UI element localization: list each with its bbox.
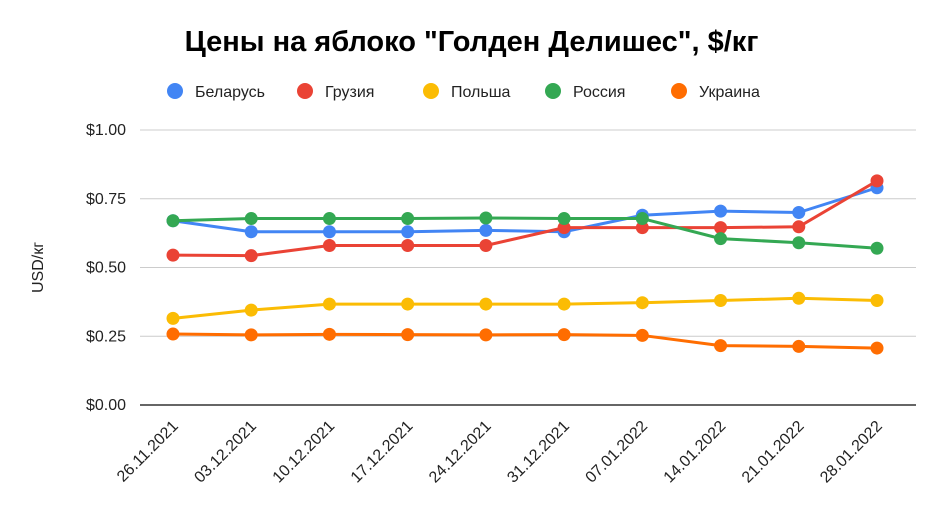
data-point [322, 212, 336, 226]
data-point [557, 297, 571, 311]
data-point [166, 248, 180, 262]
data-point [792, 206, 806, 219]
y-axis-label-group: USD/кг [30, 242, 47, 293]
x-tick-label: 21.01.2022 [739, 418, 808, 487]
series-line [172, 179, 878, 258]
legend-label: Грузия [325, 84, 374, 101]
series [166, 211, 884, 255]
legend-marker [671, 83, 687, 99]
data-point [479, 211, 493, 225]
x-tick-label: 17.12.2021 [348, 418, 417, 487]
data-point [166, 311, 180, 325]
data-point [792, 220, 806, 234]
data-point [401, 212, 415, 226]
data-point [557, 212, 571, 226]
data-point [244, 328, 258, 342]
y-axis-ticks: $0.00 $0.25 $0.50 $0.75 $1.00 [86, 122, 126, 414]
x-tick-label: 07.01.2022 [583, 418, 652, 487]
data-point [401, 239, 415, 252]
data-point [166, 327, 180, 341]
legend-marker [167, 83, 183, 99]
legend-marker [423, 83, 439, 99]
data-point [244, 303, 258, 317]
data-point [244, 249, 258, 263]
x-tick-label: 03.12.2021 [191, 418, 260, 487]
data-point [322, 327, 336, 341]
y-tick-label: $1.00 [86, 122, 126, 139]
legend-marker [545, 83, 561, 99]
x-tick-label: 14.01.2022 [661, 418, 730, 487]
data-point [479, 328, 493, 342]
data-point [714, 339, 728, 353]
series [166, 181, 884, 239]
data-point [401, 297, 415, 311]
data-point [714, 232, 728, 246]
series [166, 327, 884, 355]
data-point [635, 328, 649, 342]
legend-label: Украина [699, 84, 760, 101]
data-point [322, 225, 336, 239]
series-group [166, 174, 884, 355]
data-point [401, 328, 415, 342]
legend-label: Польша [451, 84, 511, 101]
series [166, 174, 884, 263]
data-point [166, 214, 180, 228]
series-line [172, 332, 878, 350]
legend: Беларусь Грузия Польша Россия Украина [167, 83, 760, 101]
series [166, 291, 884, 325]
data-point [714, 294, 728, 307]
data-point [792, 291, 806, 305]
data-point [870, 241, 884, 255]
data-point [870, 341, 884, 355]
y-tick-label: $0.50 [86, 260, 126, 277]
y-tick-label: $0.25 [86, 328, 126, 345]
data-point [479, 223, 493, 237]
data-point [244, 225, 258, 239]
x-tick-label: 10.12.2021 [270, 418, 339, 487]
data-point [322, 239, 336, 252]
data-point [244, 212, 258, 226]
data-point [792, 339, 806, 353]
chart-title: Цены на яблоко "Голден Делишес", $/кг [184, 26, 759, 58]
data-point [635, 221, 649, 235]
legend-label: Беларусь [195, 84, 265, 101]
y-tick-label: $0.00 [86, 397, 126, 414]
series-line [172, 296, 878, 320]
x-tick-label: 26.11.2021 [114, 418, 182, 486]
data-point [557, 221, 571, 235]
data-point [870, 174, 884, 188]
y-axis-label: USD/кг [30, 242, 47, 293]
data-point [792, 236, 806, 250]
legend-label: Россия [573, 84, 625, 101]
series-line [172, 216, 878, 250]
data-point [714, 221, 728, 235]
data-point [714, 204, 728, 218]
data-point [635, 296, 649, 310]
data-point [322, 297, 336, 311]
data-point [870, 294, 884, 307]
data-point [479, 297, 493, 311]
y-tick-label: $0.75 [86, 191, 126, 208]
data-point [479, 239, 493, 252]
x-tick-label: 24.12.2021 [426, 418, 495, 487]
x-tick-label: 31.12.2021 [504, 418, 573, 487]
x-tick-label: 28.01.2022 [817, 418, 886, 487]
data-point [401, 225, 415, 239]
x-axis-ticks: 26.11.2021 03.12.2021 10.12.2021 17.12.2021… [114, 418, 886, 487]
data-point [635, 212, 649, 226]
legend-marker [297, 83, 313, 99]
series-line [172, 186, 878, 234]
gridlines [140, 129, 916, 406]
data-point [557, 328, 571, 342]
